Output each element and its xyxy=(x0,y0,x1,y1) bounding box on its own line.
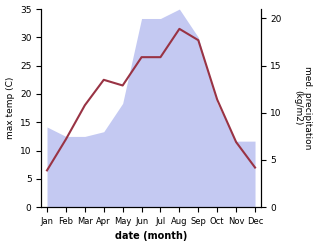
X-axis label: date (month): date (month) xyxy=(115,231,187,242)
Y-axis label: med. precipitation
(kg/m2): med. precipitation (kg/m2) xyxy=(293,66,313,150)
Y-axis label: max temp (C): max temp (C) xyxy=(5,77,15,139)
